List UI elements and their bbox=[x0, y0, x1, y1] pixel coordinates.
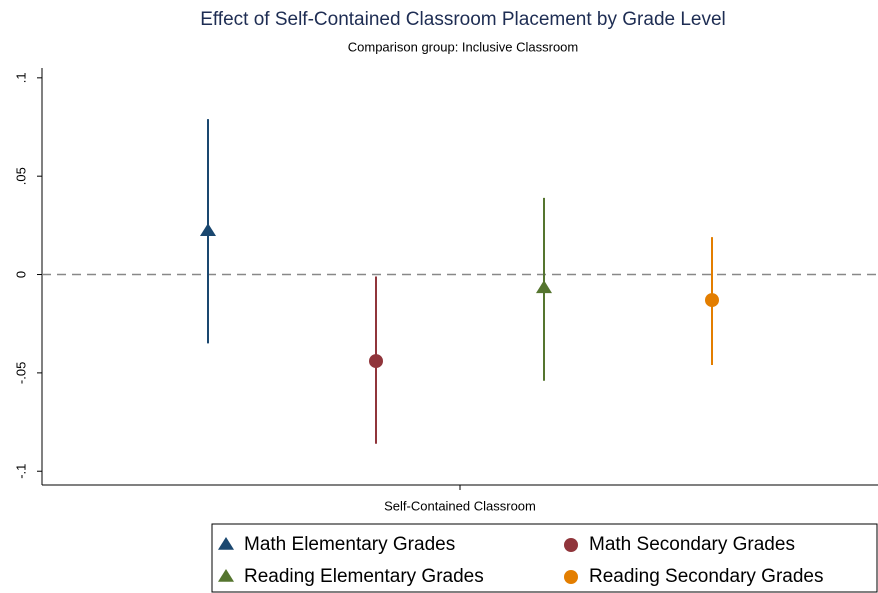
y-tick-label: 0 bbox=[13, 271, 28, 278]
y-tick-label: .05 bbox=[13, 167, 28, 185]
x-tick-label: Self-Contained Classroom bbox=[384, 498, 536, 513]
legend-marker bbox=[564, 570, 578, 584]
chart-subtitle: Comparison group: Inclusive Classroom bbox=[348, 39, 578, 54]
legend-box bbox=[211, 523, 878, 593]
y-tick-label: -.1 bbox=[13, 464, 28, 479]
chart-title: Effect of Self-Contained Classroom Place… bbox=[200, 9, 726, 30]
legend-marker bbox=[218, 569, 234, 582]
point-estimate bbox=[705, 293, 719, 308]
legend-marker bbox=[218, 537, 234, 550]
legend-marker bbox=[564, 538, 578, 552]
point-estimate bbox=[200, 223, 216, 237]
point-estimate bbox=[536, 280, 552, 294]
point-estimate bbox=[369, 354, 383, 369]
legend-label: Math Secondary Grades bbox=[589, 534, 795, 555]
legend-label: Reading Elementary Grades bbox=[244, 566, 484, 587]
y-tick-label: .1 bbox=[13, 72, 28, 83]
y-tick-label: -.05 bbox=[13, 362, 28, 384]
legend-label: Reading Secondary Grades bbox=[589, 566, 823, 587]
legend-label: Math Elementary Grades bbox=[244, 534, 455, 555]
